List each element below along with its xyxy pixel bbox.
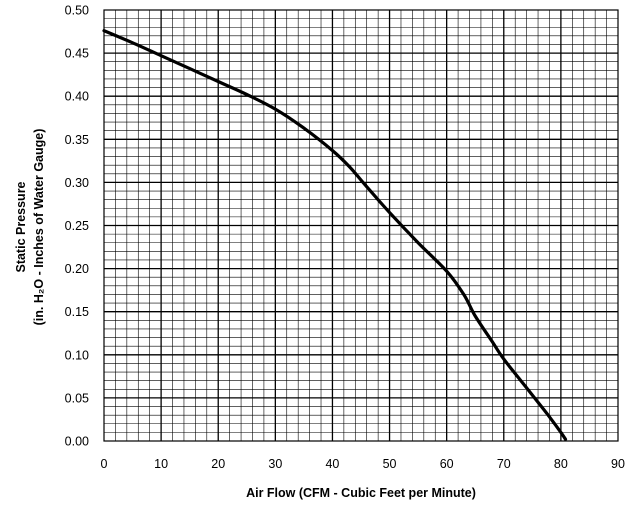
y-tick-label: 0.50 xyxy=(65,4,89,18)
x-tick-label: 60 xyxy=(440,457,454,471)
y-tick-label: 0.05 xyxy=(65,391,89,405)
y-tick-label: 0.15 xyxy=(65,305,89,319)
plot-area xyxy=(103,9,619,442)
y-tick-labels: 0.00 0.05 0.10 0.15 0.20 0.25 0.30 0.35 0.40 0.45… xyxy=(65,4,89,449)
x-tick-label: 20 xyxy=(211,457,225,471)
y-tick-label: 0.10 xyxy=(65,348,89,362)
x-tick-label: 70 xyxy=(497,457,511,471)
x-tick-label: 90 xyxy=(611,457,625,471)
y-axis-title-line1: Static Pressure xyxy=(14,181,28,272)
y-axis-title-line2: (in. H₂O - Inches of Water Gauge) xyxy=(32,129,46,326)
x-tick-label: 0 xyxy=(101,457,108,471)
x-axis-title: Air Flow (CFM - Cubic Feet per Minute) xyxy=(246,486,476,500)
y-tick-label: 0.40 xyxy=(65,90,89,104)
y-tick-label: 0.35 xyxy=(65,133,89,147)
x-tick-label: 30 xyxy=(268,457,282,471)
x-tick-label: 80 xyxy=(554,457,568,471)
static-pressure-curve xyxy=(102,29,568,441)
y-tick-label: 0.00 xyxy=(65,435,89,449)
y-tick-label: 0.25 xyxy=(65,219,89,233)
x-tick-label: 50 xyxy=(383,457,397,471)
x-tick-label: 40 xyxy=(325,457,339,471)
x-tick-labels: 0 10 20 30 40 50 60 70 80 90 xyxy=(101,457,625,471)
series-layer xyxy=(102,29,568,441)
y-tick-label: 0.45 xyxy=(65,47,89,61)
major-grid xyxy=(104,10,618,441)
y-tick-label: 0.20 xyxy=(65,262,89,276)
x-tick-label: 10 xyxy=(154,457,168,471)
y-tick-label: 0.30 xyxy=(65,176,89,190)
